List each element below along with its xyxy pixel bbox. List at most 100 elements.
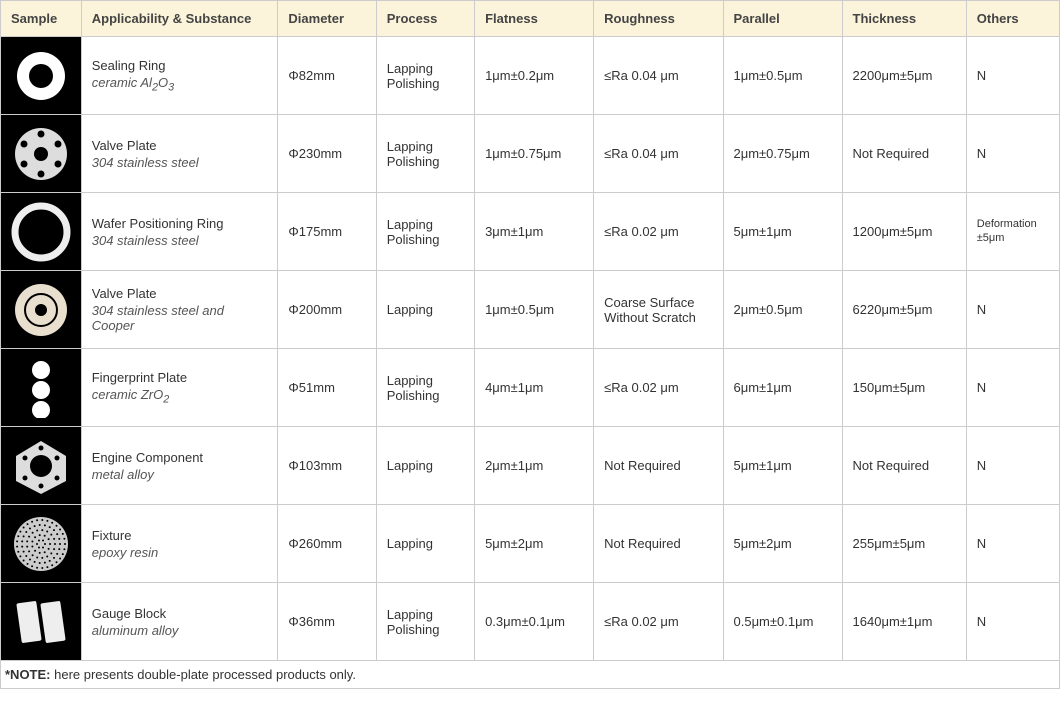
- roughness-cell: ≤Ra 0.04 μm: [594, 115, 723, 193]
- header-row: Sample Applicability & Substance Diamete…: [1, 1, 1060, 37]
- applicability-cell: Valve Plate 304 stainless steel: [81, 115, 278, 193]
- others-cell: Deformation±5μm: [966, 193, 1059, 271]
- parallel-cell: 6μm±1μm: [723, 349, 842, 427]
- others-cell: N: [966, 427, 1059, 505]
- table-row: Valve Plate 304 stainless steel and Coope…: [1, 271, 1060, 349]
- fingerprint-plate-icon: [11, 358, 71, 418]
- diameter-cell: Φ200mm: [278, 271, 376, 349]
- thickness-cell: 1200μm±5μm: [842, 193, 966, 271]
- diameter-cell: Φ51mm: [278, 349, 376, 427]
- process-cell: LappingPolishing: [376, 37, 474, 115]
- applicability-cell: Sealing Ring ceramic Al2O3: [81, 37, 278, 115]
- diameter-cell: Φ36mm: [278, 583, 376, 661]
- col-others: Others: [966, 1, 1059, 37]
- parallel-cell: 5μm±2μm: [723, 505, 842, 583]
- product-name: Sealing Ring: [92, 58, 268, 73]
- flatness-cell: 1μm±0.75μm: [475, 115, 594, 193]
- flatness-cell: 0.3μm±0.1μm: [475, 583, 594, 661]
- thickness-cell: 2200μm±5μm: [842, 37, 966, 115]
- diameter-cell: Φ175mm: [278, 193, 376, 271]
- col-roughness: Roughness: [594, 1, 723, 37]
- note-row: *NOTE: here presents double-plate proces…: [1, 661, 1060, 689]
- note-label: *NOTE:: [5, 667, 51, 682]
- others-cell: N: [966, 271, 1059, 349]
- thickness-cell: 255μm±5μm: [842, 505, 966, 583]
- roughness-cell: Not Required: [594, 505, 723, 583]
- parallel-cell: 2μm±0.5μm: [723, 271, 842, 349]
- thickness-cell: Not Required: [842, 427, 966, 505]
- product-name: Fixture: [92, 528, 268, 543]
- applicability-cell: Fixture epoxy resin: [81, 505, 278, 583]
- col-process: Process: [376, 1, 474, 37]
- parallel-cell: 2μm±0.75μm: [723, 115, 842, 193]
- col-flatness: Flatness: [475, 1, 594, 37]
- flatness-cell: 2μm±1μm: [475, 427, 594, 505]
- sample-cell: [1, 349, 82, 427]
- process-cell: LappingPolishing: [376, 115, 474, 193]
- substance: epoxy resin: [92, 545, 268, 560]
- table-row: Fixture epoxy resin Φ260mmLapping 5μm±2μmNo…: [1, 505, 1060, 583]
- sample-cell: [1, 193, 82, 271]
- process-cell: Lapping: [376, 505, 474, 583]
- valve-plate-2-icon: [11, 280, 71, 340]
- applicability-cell: Fingerprint Plate ceramic ZrO2: [81, 349, 278, 427]
- substance: metal alloy: [92, 467, 268, 482]
- substance: ceramic ZrO2: [92, 387, 268, 406]
- product-name: Fingerprint Plate: [92, 370, 268, 385]
- engine-component-icon: [11, 436, 71, 496]
- product-name: Wafer Positioning Ring: [92, 216, 268, 231]
- diameter-cell: Φ230mm: [278, 115, 376, 193]
- substance: 304 stainless steel: [92, 155, 268, 170]
- others-cell: N: [966, 37, 1059, 115]
- sample-cell: [1, 271, 82, 349]
- table-row: Engine Component metal alloy Φ103mmLapping…: [1, 427, 1060, 505]
- substance: 304 stainless steel and Cooper: [92, 303, 268, 333]
- sample-cell: [1, 505, 82, 583]
- parallel-cell: 5μm±1μm: [723, 427, 842, 505]
- substance: 304 stainless steel: [92, 233, 268, 248]
- roughness-cell: ≤Ra 0.02 μm: [594, 583, 723, 661]
- thickness-cell: Not Required: [842, 115, 966, 193]
- flatness-cell: 1μm±0.2μm: [475, 37, 594, 115]
- parallel-cell: 1μm±0.5μm: [723, 37, 842, 115]
- process-cell: Lapping: [376, 427, 474, 505]
- sample-cell: [1, 583, 82, 661]
- col-sample: Sample: [1, 1, 82, 37]
- product-name: Engine Component: [92, 450, 268, 465]
- process-cell: LappingPolishing: [376, 349, 474, 427]
- applicability-cell: Valve Plate 304 stainless steel and Coope…: [81, 271, 278, 349]
- col-app: Applicability & Substance: [81, 1, 278, 37]
- sample-cell: [1, 427, 82, 505]
- product-name: Gauge Block: [92, 606, 268, 621]
- roughness-cell: Coarse Surface Without Scratch: [594, 271, 723, 349]
- col-diameter: Diameter: [278, 1, 376, 37]
- process-cell: LappingPolishing: [376, 583, 474, 661]
- others-cell: N: [966, 115, 1059, 193]
- col-thickness: Thickness: [842, 1, 966, 37]
- others-cell: N: [966, 505, 1059, 583]
- thickness-cell: 6220μm±5μm: [842, 271, 966, 349]
- table-row: Sealing Ringceramic Al2O3Φ82mmLappingPol…: [1, 37, 1060, 115]
- sample-cell: [1, 115, 82, 193]
- diameter-cell: Φ103mm: [278, 427, 376, 505]
- applicability-cell: Wafer Positioning Ring 304 stainless stee…: [81, 193, 278, 271]
- thickness-cell: 1640μm±1μm: [842, 583, 966, 661]
- table-row: Fingerprint Plate ceramic ZrO2 Φ51mmLappin…: [1, 349, 1060, 427]
- thickness-cell: 150μm±5μm: [842, 349, 966, 427]
- diameter-cell: Φ260mm: [278, 505, 376, 583]
- parallel-cell: 0.5μm±0.1μm: [723, 583, 842, 661]
- product-name: Valve Plate: [92, 286, 268, 301]
- roughness-cell: ≤Ra 0.02 μm: [594, 349, 723, 427]
- product-name: Valve Plate: [92, 138, 268, 153]
- applicability-cell: Gauge Blockaluminum alloy: [81, 583, 278, 661]
- roughness-cell: Not Required: [594, 427, 723, 505]
- sealing-ring-icon: [11, 46, 71, 106]
- col-parallel: Parallel: [723, 1, 842, 37]
- process-cell: LappingPolishing: [376, 193, 474, 271]
- substance: ceramic Al2O3: [92, 75, 268, 94]
- others-cell: N: [966, 583, 1059, 661]
- note-text: here presents double-plate processed pro…: [51, 667, 356, 682]
- others-cell: N: [966, 349, 1059, 427]
- sample-cell: [1, 37, 82, 115]
- roughness-cell: ≤Ra 0.02 μm: [594, 193, 723, 271]
